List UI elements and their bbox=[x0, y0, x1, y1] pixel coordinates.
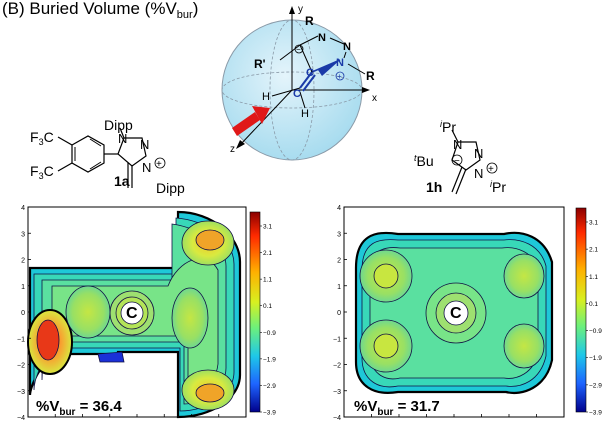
colorbar-tick-label: 1.1 bbox=[263, 277, 272, 284]
n-bot-1a: N bbox=[142, 160, 151, 175]
colorbar-tick-label: −0.9 bbox=[263, 330, 276, 337]
svg-text:+: + bbox=[488, 164, 494, 175]
map-1h-colorbar bbox=[575, 207, 587, 413]
dipp-top-label: Dipp bbox=[104, 117, 133, 133]
sphere-label-h2: H bbox=[301, 108, 309, 120]
colorbar-tick-label: 2.1 bbox=[589, 247, 598, 254]
sphere-label-n2: N bbox=[343, 41, 351, 53]
section-title: (B) Buried Volume (%Vbur) bbox=[2, 0, 198, 21]
map-1h-ticks: 4 3 2 1 0 −1 −2 −3 −4 bbox=[333, 205, 565, 422]
svg-text:−: − bbox=[454, 156, 460, 167]
n-top-1a: N bbox=[118, 131, 127, 146]
cf3-top-label: F3C bbox=[30, 129, 54, 147]
colorbar-tick-label: 2.1 bbox=[263, 250, 272, 257]
colorbar-tick-label: −2.9 bbox=[589, 382, 602, 389]
y-tick-label: −1 bbox=[17, 336, 25, 343]
sphere-label-r-right: R bbox=[366, 69, 375, 83]
ipr-bottom-label: iPr bbox=[490, 179, 506, 195]
y-tick-label: −3 bbox=[333, 389, 341, 396]
svg-text:+: + bbox=[156, 159, 162, 170]
steric-map-1h: C %Vbur = 31.7 4 3 2 1 0 −1 −2 −3 −4 3.1 2.1 1.1 0.… bbox=[333, 205, 602, 422]
map-1h-vbur-label: %Vbur = 31.7 bbox=[354, 398, 440, 418]
sphere-label-n1: N bbox=[318, 32, 326, 44]
sphere-label-r-top: R bbox=[305, 14, 314, 28]
y-tick-label: 0 bbox=[21, 310, 25, 317]
n-top-1h: N bbox=[453, 137, 462, 152]
y-tick-label: 0 bbox=[337, 310, 341, 317]
svg-text:−: − bbox=[296, 45, 301, 54]
steric-map-1a: C %Vbur = 36.4 4 3 2 1 0 −1 −2 −3 −4 3.1 2.1 1.1 0.… bbox=[17, 205, 276, 422]
coordinate-sphere: R R R' N N N + − C C H H y x z bbox=[221, 4, 377, 161]
plus-icon-1h bbox=[486, 162, 498, 174]
y-tick-label: 1 bbox=[21, 284, 25, 291]
plus-icon-1a bbox=[154, 157, 166, 169]
sphere-plus-icon bbox=[335, 71, 345, 81]
colorbar-tick-label: 0.1 bbox=[589, 301, 598, 308]
map-1h-colorbar-ticks: 3.1 2.1 1.1 0.1 −0.9 −1.9 −2.9 −3.9 bbox=[586, 220, 602, 417]
y-tick-label: 2 bbox=[21, 258, 25, 265]
compound-1a-label: 1a bbox=[114, 173, 130, 189]
y-tick-label: 4 bbox=[337, 205, 341, 212]
y-tick-label: 3 bbox=[21, 231, 25, 238]
map-1h-center-label: C bbox=[450, 305, 462, 322]
y-tick-label: −2 bbox=[333, 363, 341, 370]
axis-z-label: z bbox=[230, 144, 235, 155]
colorbar-tick-label: −1.9 bbox=[589, 355, 602, 362]
colorbar-tick-label: −2.9 bbox=[263, 383, 276, 390]
dipp-bottom-label: Dipp bbox=[156, 180, 185, 196]
sphere-label-c1: C bbox=[306, 67, 314, 79]
y-tick-label: 3 bbox=[337, 231, 341, 238]
sphere-label-c2: C bbox=[293, 88, 301, 100]
axis-y-label: y bbox=[298, 4, 303, 15]
svg-text:+: + bbox=[337, 72, 342, 81]
sphere-minus-icon bbox=[294, 44, 304, 54]
compound-1h-structure: iPr tBu N N N + − iPr 1h bbox=[414, 119, 506, 195]
colorbar-tick-label: 3.1 bbox=[589, 220, 598, 227]
axis-x-label: x bbox=[372, 93, 377, 104]
n-mid-1h: N bbox=[474, 146, 483, 161]
colorbar-tick-label: −3.9 bbox=[589, 410, 602, 417]
y-tick-label: −2 bbox=[17, 363, 25, 370]
map-1a-vbur-label: %Vbur = 36.4 bbox=[36, 398, 122, 418]
colorbar-tick-label: 0.1 bbox=[263, 303, 272, 310]
map-1a-center-label: C bbox=[126, 305, 138, 322]
y-tick-label: −4 bbox=[333, 415, 341, 422]
colorbar-tick-label: −0.9 bbox=[589, 328, 602, 335]
colorbar-tick-label: 3.1 bbox=[263, 224, 272, 231]
ipr-top-label: iPr bbox=[440, 119, 456, 135]
tbu-label: tBu bbox=[414, 153, 434, 169]
map-1a-ticks: 4 3 2 1 0 −1 −2 −3 −4 bbox=[17, 205, 247, 422]
svg-text:(B) Buried Volume (%Vbur): (B) Buried Volume (%Vbur) bbox=[2, 0, 198, 21]
y-tick-label: 1 bbox=[337, 284, 341, 291]
n-bot-1h: N bbox=[474, 166, 483, 181]
y-tick-label: 2 bbox=[337, 258, 341, 265]
y-tick-label: −4 bbox=[17, 415, 25, 422]
colorbar-tick-label: −3.9 bbox=[263, 410, 276, 417]
y-tick-label: 4 bbox=[21, 205, 25, 212]
colorbar-tick-label: −1.9 bbox=[263, 356, 276, 363]
colorbar-tick-label: 1.1 bbox=[589, 274, 598, 281]
y-tick-label: −1 bbox=[333, 336, 341, 343]
compound-1h-label: 1h bbox=[426, 179, 442, 195]
cf3-bottom-label: F3C bbox=[30, 163, 54, 181]
minus-icon-1h bbox=[451, 154, 463, 166]
compound-1a-structure: F3C F3C Dipp N N N + Dipp 1a bbox=[30, 117, 185, 196]
n-mid-1a: N bbox=[140, 137, 149, 152]
sphere-label-h1: H bbox=[262, 91, 270, 103]
map-1a-colorbar bbox=[249, 211, 261, 413]
y-tick-label: −3 bbox=[17, 389, 25, 396]
sphere-label-n3: N bbox=[336, 57, 344, 69]
sphere-label-r-prime: R' bbox=[254, 57, 266, 71]
map-1a-colorbar-ticks: 3.1 2.1 1.1 0.1 −0.9 −1.9 −2.9 −3.9 bbox=[260, 224, 276, 417]
